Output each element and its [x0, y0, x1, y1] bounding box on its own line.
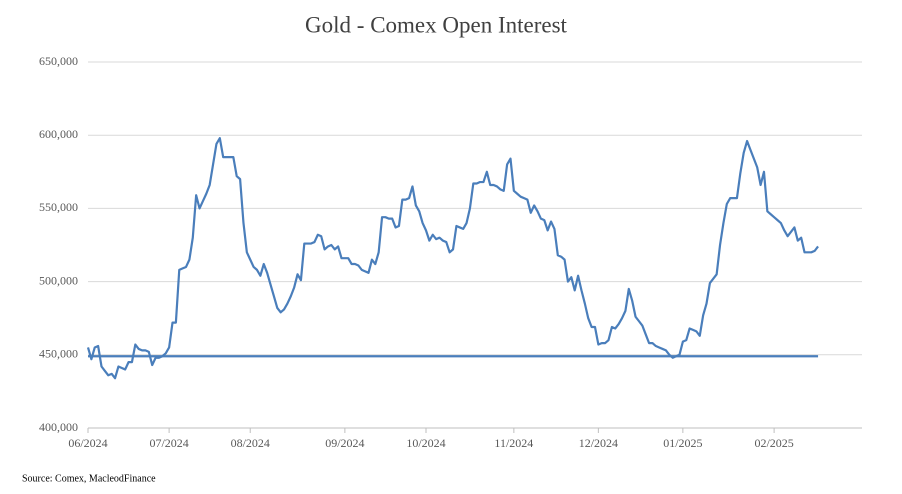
x-tick-label: 06/2024 — [68, 436, 107, 450]
x-tick-label: 07/2024 — [149, 436, 188, 450]
x-tick-label: 08/2024 — [231, 436, 270, 450]
y-tick-label: 400,000 — [39, 420, 78, 434]
y-tick-label: 500,000 — [39, 273, 78, 287]
y-tick-label: 550,000 — [39, 200, 78, 214]
x-tick-label: 09/2024 — [325, 436, 364, 450]
x-tick-label: 02/2025 — [754, 436, 793, 450]
x-tick-label: 11/2024 — [494, 436, 533, 450]
y-tick-label: 650,000 — [39, 54, 78, 68]
x-tick-label: 12/2024 — [579, 436, 618, 450]
y-tick-label: 450,000 — [39, 347, 78, 361]
chart-title: Gold - Comex Open Interest — [305, 12, 567, 37]
y-tick-label: 600,000 — [39, 127, 78, 141]
source-note: Source: Comex, MacleodFinance — [22, 473, 156, 484]
x-tick-label: 01/2025 — [663, 436, 702, 450]
x-tick-label: 10/2024 — [406, 436, 445, 450]
data-line — [86, 137, 819, 380]
